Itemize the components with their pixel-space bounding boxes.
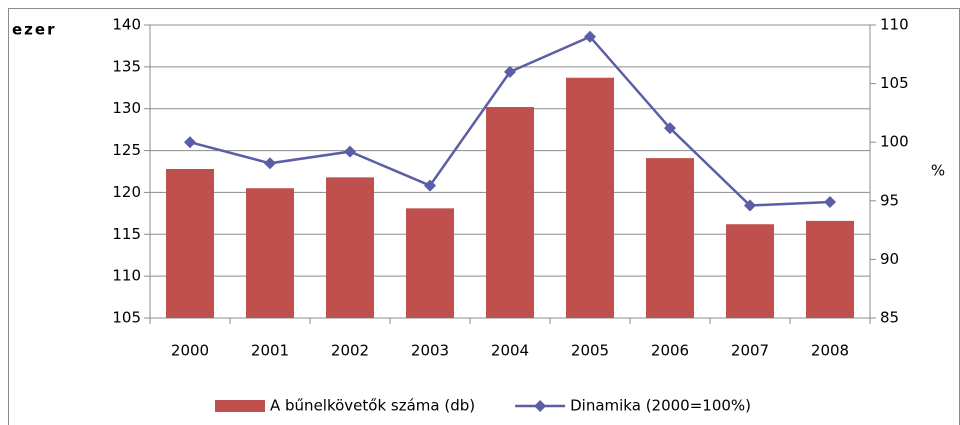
bar [806,220,854,318]
y2-tick-label: 85 [880,309,899,327]
chart-frame [8,8,960,425]
y-tick-label: 130 [112,99,141,117]
x-tick-label: 2004 [491,342,529,360]
bar [726,224,774,318]
x-tick-label: 2002 [331,342,369,360]
y2-tick-label: 110 [880,16,909,34]
bar [566,77,614,319]
x-tick-label: 2007 [731,342,769,360]
y-axis-label: ezer [12,21,56,39]
bar [166,168,214,318]
bar [326,177,374,318]
y-tick-label: 140 [112,16,141,34]
y2-tick-label: 100 [880,133,909,151]
legend-label: Dinamika (2000=100%) [570,397,751,415]
x-tick-label: 2006 [651,342,689,360]
y-tick-label: 135 [112,57,141,75]
legend-label: A bűnelkövetők száma (db) [270,397,475,415]
x-tick-label: 2000 [171,342,209,360]
marker [744,199,756,212]
y2-axis-label: % [931,162,945,180]
marker [584,30,596,43]
marker [824,195,836,208]
y2-tick-label: 95 [880,191,899,209]
x-tick-label: 2005 [571,342,609,360]
marker [424,179,436,192]
bar [246,188,294,318]
y2-tick-label: 105 [880,74,909,92]
bar [406,208,454,318]
legend-swatch [215,400,265,412]
y2-tick-label: 90 [880,250,899,268]
bar [646,158,694,318]
x-tick-label: 2003 [411,342,449,360]
marker [344,145,356,158]
y-tick-label: 110 [112,267,141,285]
marker [664,122,676,135]
marker [264,157,276,170]
marker [184,136,196,149]
y-tick-label: 125 [112,141,141,159]
y-tick-label: 120 [112,183,141,201]
x-tick-label: 2001 [251,342,289,360]
marker [504,65,516,78]
y-tick-label: 105 [112,309,141,327]
legend-marker [534,400,547,412]
bar [486,107,534,318]
y-tick-label: 115 [112,225,141,243]
x-tick-label: 2008 [811,342,849,360]
